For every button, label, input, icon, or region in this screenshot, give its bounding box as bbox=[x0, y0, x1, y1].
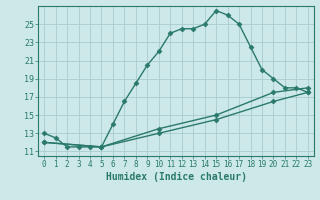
X-axis label: Humidex (Indice chaleur): Humidex (Indice chaleur) bbox=[106, 172, 246, 182]
